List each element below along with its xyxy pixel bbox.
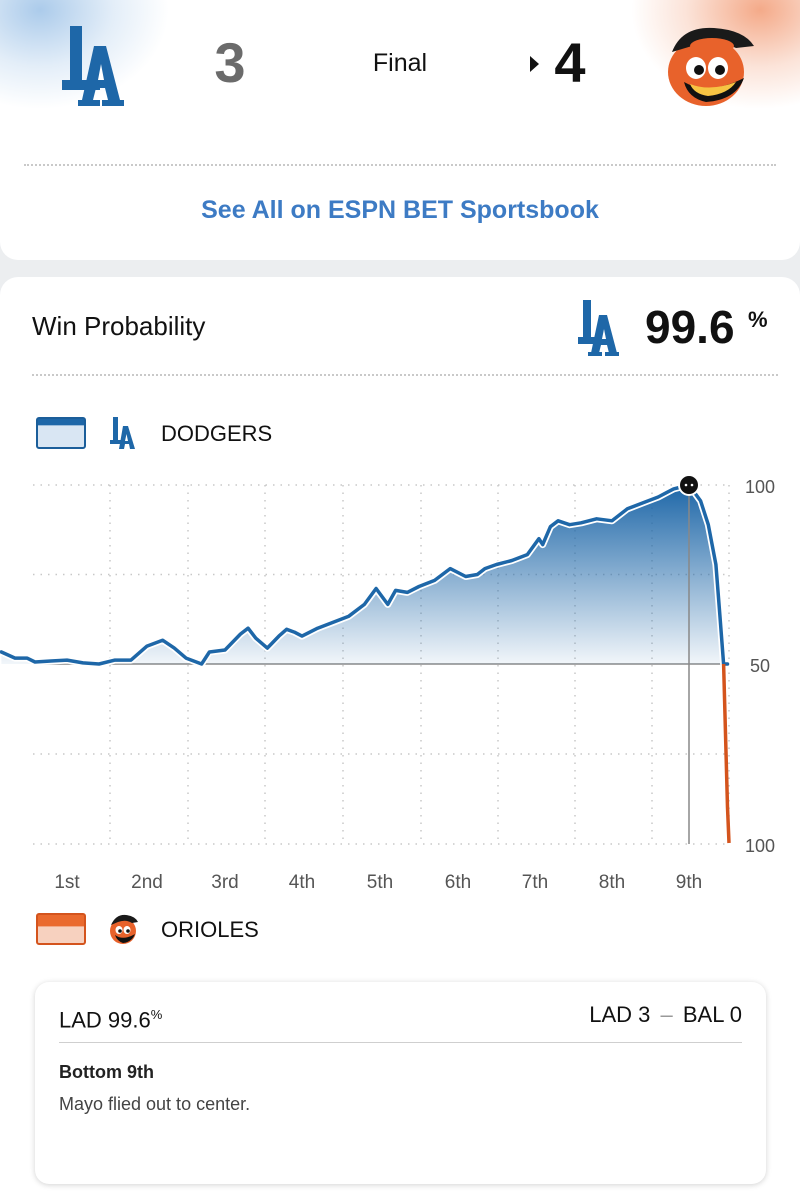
play-probability: 99.6: [107, 1007, 151, 1033]
dodgers-area: [1, 485, 728, 664]
game-status: Final: [372, 49, 428, 77]
y-tick-label: 100: [745, 477, 775, 497]
win-probability-chart[interactable]: 100 50 100 1st 2nd 3rd 4th 5th 6th 7th 8th 9th: [0, 472, 800, 902]
play-score-separator: –: [660, 1002, 673, 1027]
x-tick-label: 1st: [54, 872, 80, 893]
x-tick-label: 7th: [522, 872, 548, 893]
legend-swatch-orioles: [36, 913, 86, 945]
divider: [24, 164, 776, 166]
x-tick-label: 5th: [367, 872, 393, 893]
dodgers-la-logo-icon[interactable]: [58, 20, 128, 110]
scoreboard-header: 3 Final 4: [0, 0, 800, 148]
play-score-home: BAL 0: [682, 1002, 742, 1027]
caret-right-icon: [530, 56, 539, 72]
play-inning: Bottom 9th: [59, 1062, 154, 1082]
divider: [32, 374, 778, 376]
win-probability-value: 99.6: [645, 301, 735, 353]
x-tick-label: 4th: [289, 872, 315, 893]
x-tick-label: 8th: [599, 872, 625, 893]
divider: [59, 1042, 742, 1043]
current-play-marker-dot: [684, 483, 688, 487]
current-play-marker: [678, 474, 700, 496]
x-tick-label: 2nd: [131, 872, 163, 893]
play-unit: %: [150, 1007, 163, 1022]
win-probability-title: Win Probability: [32, 311, 206, 341]
dodgers-la-logo-icon: [578, 300, 619, 356]
current-play-marker-dot: [690, 483, 694, 487]
legend-label-orioles: ORIOLES: [161, 917, 259, 942]
x-tick-label: 6th: [445, 872, 471, 893]
betting-card: See All on ESPN BET Sportsbook: [0, 148, 800, 260]
orioles-bird-logo-icon[interactable]: [662, 22, 758, 108]
play-team: LAD: [59, 1007, 102, 1033]
play-score-away: LAD 3: [589, 1002, 651, 1027]
play-description: Mayo flied out to center.: [59, 1094, 251, 1114]
x-tick-label: 3rd: [211, 872, 238, 893]
win-probability-unit: %: [748, 307, 768, 332]
home-score: 4: [554, 31, 586, 94]
orioles-line: [721, 663, 731, 844]
espn-bet-link[interactable]: See All on ESPN BET Sportsbook: [201, 196, 599, 224]
dodgers-line: [0, 483, 730, 666]
y-tick-label: 50: [750, 656, 770, 676]
win-probability-card: Win Probability 99.6 % DODGERS: [0, 277, 800, 1200]
legend-label-dodgers: DODGERS: [161, 421, 273, 446]
play-detail-card[interactable]: LAD 99.6% LAD 3 – BAL 0 Bottom 9th Mayo …: [35, 982, 766, 1184]
orioles-bird-logo-icon: [110, 914, 138, 944]
y-tick-label: 100: [745, 836, 775, 856]
dodgers-la-logo-icon: [110, 417, 135, 449]
x-tick-label: 9th: [676, 872, 702, 893]
play-win-probability: LAD 99.6%: [59, 1002, 162, 1033]
away-score: 3: [214, 31, 246, 94]
legend-swatch-dodgers: [36, 417, 86, 449]
play-score: LAD 3 – BAL 0: [589, 1002, 742, 1028]
